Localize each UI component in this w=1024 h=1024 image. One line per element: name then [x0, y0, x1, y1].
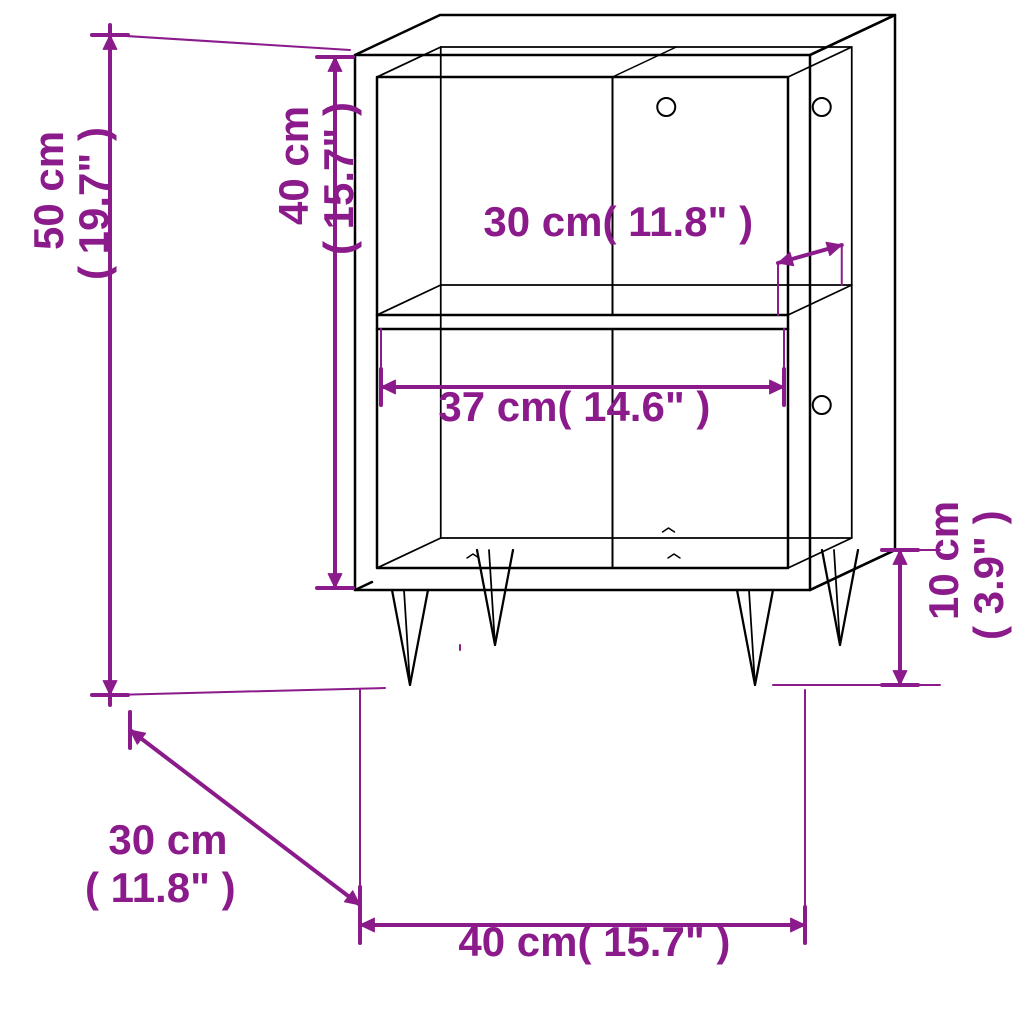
label-leg-height-in: ( 3.9" ) — [965, 510, 1013, 640]
label-base-width: 40 cm( 15.7" ) — [435, 870, 730, 966]
label-shelf-width: 37 cm( 14.6" ) — [415, 335, 710, 431]
label-shelf-depth: 30 cm( 11.8" ) — [460, 150, 753, 246]
label-body-height-cm: 40 cm — [270, 106, 318, 225]
label-leg-height-cm: 10 cm — [920, 501, 968, 620]
label-body-height-in: ( 15.7" ) — [315, 102, 363, 255]
label-total-height-cm: 50 cm — [25, 131, 73, 250]
label-total-height-in: ( 19.7" ) — [70, 127, 118, 280]
label-base-depth: 30 cm( 11.8" ) — [85, 768, 236, 912]
